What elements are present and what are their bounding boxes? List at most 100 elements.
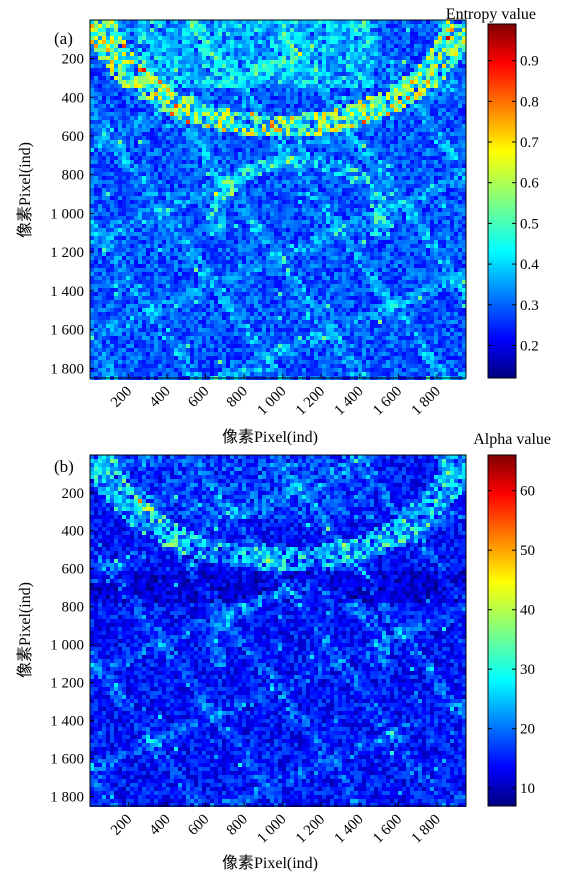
heatmap-cell bbox=[122, 104, 126, 108]
heatmap-cell bbox=[158, 76, 162, 80]
heatmap-cell bbox=[238, 32, 242, 36]
heatmap-cell bbox=[378, 168, 382, 172]
heatmap-cell bbox=[110, 164, 114, 168]
heatmap-cell bbox=[342, 76, 346, 80]
heatmap-cell bbox=[90, 192, 94, 196]
heatmap-cell bbox=[338, 32, 342, 36]
heatmap-cell bbox=[98, 144, 102, 148]
heatmap-cell bbox=[354, 40, 358, 44]
heatmap-cell bbox=[258, 124, 262, 128]
heatmap-cell bbox=[422, 196, 426, 200]
heatmap-cell bbox=[178, 128, 182, 132]
heatmap-cell bbox=[166, 128, 170, 132]
heatmap-cell bbox=[350, 80, 354, 84]
heatmap-cell bbox=[98, 128, 102, 132]
heatmap-cell bbox=[174, 20, 178, 24]
heatmap-cell bbox=[150, 80, 154, 84]
heatmap-cell bbox=[270, 184, 274, 188]
heatmap-cell bbox=[258, 192, 262, 196]
heatmap-cell bbox=[114, 144, 118, 148]
heatmap-cell bbox=[430, 200, 434, 204]
heatmap-cell bbox=[290, 136, 294, 140]
heatmap-cell bbox=[110, 72, 114, 76]
heatmap-cell bbox=[354, 220, 358, 224]
heatmap-cell bbox=[158, 208, 162, 212]
heatmap-cell bbox=[398, 128, 402, 132]
heatmap-cell bbox=[406, 92, 410, 96]
heatmap-cell bbox=[446, 88, 450, 92]
heatmap-cell bbox=[162, 172, 166, 176]
heatmap-cell bbox=[282, 172, 286, 176]
heatmap-cell bbox=[254, 200, 258, 204]
heatmap-cell bbox=[290, 108, 294, 112]
heatmap-cell bbox=[298, 112, 302, 116]
heatmap-cell bbox=[242, 212, 246, 216]
heatmap-cell bbox=[238, 84, 242, 88]
heatmap-cell bbox=[174, 160, 178, 164]
heatmap-cell bbox=[278, 124, 282, 128]
heatmap-cell bbox=[110, 232, 114, 236]
heatmap-cell bbox=[190, 64, 194, 68]
heatmap-cell bbox=[114, 220, 118, 224]
heatmap-cell bbox=[406, 168, 410, 172]
heatmap-cell bbox=[382, 224, 386, 228]
heatmap-cell bbox=[270, 176, 274, 180]
heatmap-cell bbox=[98, 200, 102, 204]
heatmap-cell bbox=[274, 48, 278, 52]
heatmap-cell bbox=[202, 76, 206, 80]
heatmap-cell bbox=[398, 196, 402, 200]
heatmap-cell bbox=[454, 60, 458, 64]
heatmap-cell bbox=[114, 76, 118, 80]
heatmap-cell bbox=[446, 28, 450, 32]
heatmap-cell bbox=[298, 116, 302, 120]
heatmap-cell bbox=[454, 124, 458, 128]
heatmap-cell bbox=[402, 180, 406, 184]
heatmap-cell bbox=[138, 168, 142, 172]
heatmap-cell bbox=[178, 28, 182, 32]
heatmap-cell bbox=[242, 128, 246, 132]
heatmap-cell bbox=[338, 68, 342, 72]
heatmap-cell bbox=[230, 216, 234, 220]
heatmap-cell bbox=[206, 72, 210, 76]
heatmap-cell bbox=[246, 220, 250, 224]
heatmap-cell bbox=[126, 196, 130, 200]
heatmap-cell bbox=[222, 168, 226, 172]
heatmap-cell bbox=[298, 40, 302, 44]
heatmap-cell bbox=[334, 208, 338, 212]
heatmap-cell bbox=[110, 24, 114, 28]
heatmap-cell bbox=[422, 128, 426, 132]
heatmap-cell bbox=[182, 140, 186, 144]
heatmap-cell bbox=[214, 96, 218, 100]
heatmap-cell bbox=[386, 224, 390, 228]
heatmap-cell bbox=[90, 40, 94, 44]
heatmap-cell bbox=[418, 56, 422, 60]
heatmap-cell bbox=[438, 184, 442, 188]
heatmap-cell bbox=[166, 52, 170, 56]
heatmap-cell bbox=[302, 200, 306, 204]
heatmap-cell bbox=[94, 216, 98, 220]
heatmap-cell bbox=[174, 192, 178, 196]
heatmap-cell bbox=[386, 60, 390, 64]
heatmap-cell bbox=[122, 156, 126, 160]
heatmap-cell bbox=[166, 76, 170, 80]
heatmap-cell bbox=[186, 44, 190, 48]
heatmap-cell bbox=[434, 52, 438, 56]
heatmap-cell bbox=[326, 24, 330, 28]
heatmap-cell bbox=[210, 44, 214, 48]
heatmap-cell bbox=[110, 48, 114, 52]
heatmap-cell bbox=[370, 172, 374, 176]
heatmap-cell bbox=[230, 188, 234, 192]
heatmap-cell bbox=[406, 196, 410, 200]
heatmap-cell bbox=[458, 20, 462, 24]
heatmap-cell bbox=[390, 224, 394, 228]
heatmap-cell bbox=[194, 120, 198, 124]
heatmap-cell bbox=[262, 40, 266, 44]
heatmap-cell bbox=[194, 100, 198, 104]
heatmap-cell bbox=[458, 152, 462, 156]
heatmap-cell bbox=[98, 112, 102, 116]
heatmap-cell bbox=[122, 216, 126, 220]
heatmap-cell bbox=[198, 28, 202, 32]
heatmap-cell bbox=[314, 40, 318, 44]
heatmap-cell bbox=[246, 164, 250, 168]
heatmap-cell bbox=[322, 160, 326, 164]
